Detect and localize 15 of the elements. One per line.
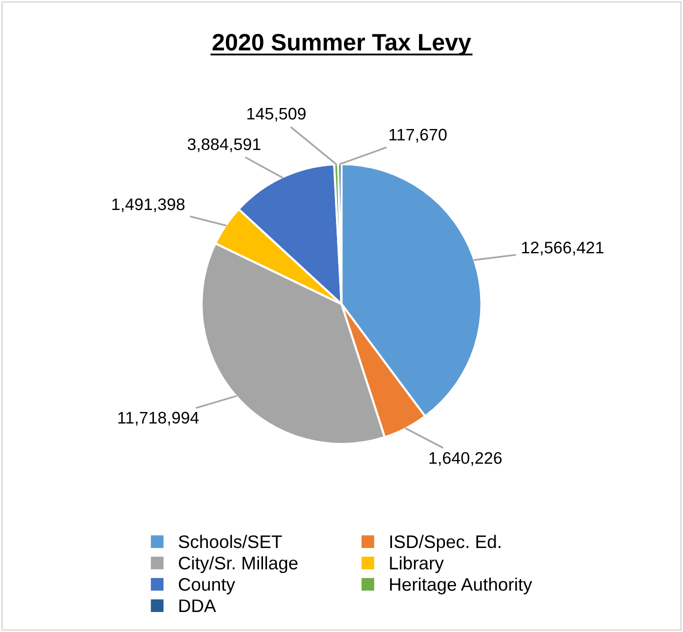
data-label: 12,566,421 [522,242,604,256]
legend-label: Schools/SET [178,534,282,548]
chart-title: 2020 Summer Tax Levy [212,34,472,56]
legend-label: ISD/Spec. Ed. [390,534,500,552]
legend-label: City/Sr. Millage [178,556,298,574]
legend-label: DDA [179,600,216,612]
data-label: 11,718,994 [118,412,199,426]
data-label: 1,640,226 [429,452,502,466]
legend-label: Heritage Authority [390,578,532,594]
legend-label: County [178,578,236,594]
legend-label: Library [390,556,444,574]
data-label: 3,884,591 [188,138,260,152]
data-label: 117,670 [390,128,447,143]
data-label: 1,491,398 [112,198,185,212]
data-label: 145,509 [247,108,306,122]
